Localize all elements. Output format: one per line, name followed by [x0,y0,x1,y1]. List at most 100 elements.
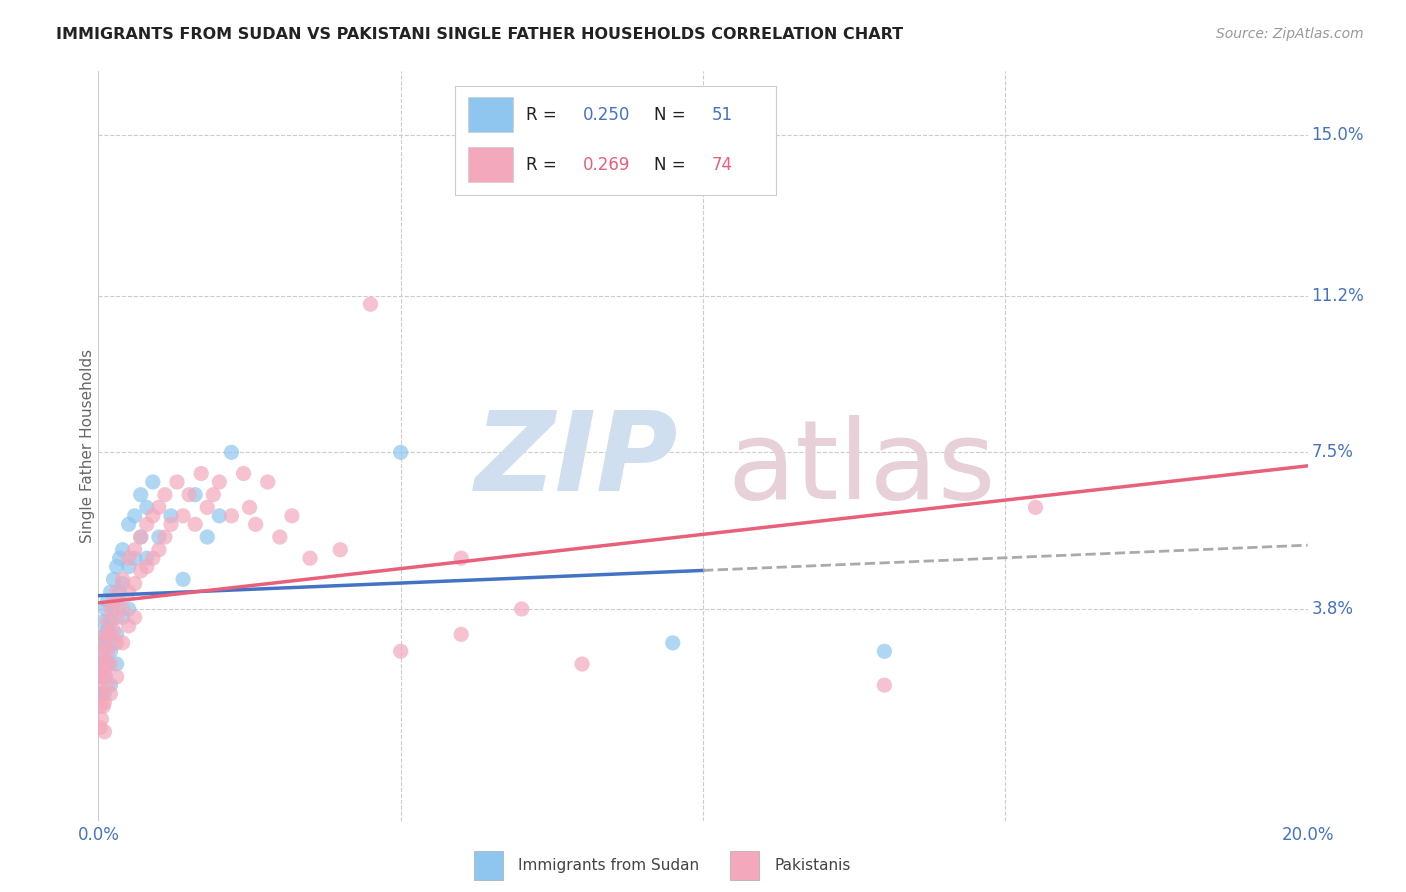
Point [89,687,111,701]
Point [148,500,170,515]
Point [100,615,122,629]
Point [108,551,131,566]
Point [135,500,157,515]
Point [105,627,128,641]
Point [269,530,291,544]
Point [142,508,165,523]
Point [124,551,146,566]
Text: Source: ZipAtlas.com: Source: ZipAtlas.com [1216,27,1364,41]
Point [100,602,122,616]
Point [96,657,118,671]
Text: 15.0%: 15.0% [1312,126,1364,144]
Point [89,670,111,684]
Point [148,530,170,544]
Point [129,488,152,502]
Text: 11.2%: 11.2% [1312,286,1364,305]
Point [135,559,157,574]
Point [100,687,122,701]
Point [103,636,125,650]
Point [105,636,128,650]
Point [96,615,118,629]
Point [111,636,134,650]
Point [93,724,115,739]
Point [661,636,683,650]
Point [89,657,111,671]
Text: 3.8%: 3.8% [1312,600,1353,618]
Point [111,610,134,624]
Point [90,687,112,701]
Point [90,712,112,726]
Point [91,670,114,684]
Point [389,644,412,658]
Point [142,475,165,489]
Point [96,623,118,637]
Point [100,627,122,641]
Point [184,517,207,532]
Bar [730,851,759,880]
Text: atlas: atlas [727,415,995,522]
Point [111,602,134,616]
Bar [474,851,503,880]
Point [96,678,118,692]
Y-axis label: Single Father Households: Single Father Households [80,349,94,543]
Point [89,721,111,735]
Point [166,475,188,489]
Point [124,576,146,591]
Point [208,475,231,489]
Point [245,517,267,532]
Point [329,542,352,557]
Point [90,657,112,671]
Point [221,508,243,523]
Point [91,648,114,663]
Point [93,695,115,709]
Point [111,542,134,557]
Point [94,636,117,650]
Point [105,657,128,671]
Point [94,657,117,671]
Point [111,576,134,591]
Point [108,585,131,599]
Point [96,644,118,658]
Point [873,678,896,692]
Point [118,559,141,574]
Point [100,644,122,658]
Point [94,602,117,616]
Point [281,508,304,523]
Point [103,623,125,637]
Point [118,585,141,599]
Point [221,445,243,459]
Point [195,530,218,544]
Point [93,627,115,641]
Point [172,572,194,586]
Point [118,619,141,633]
Point [118,602,141,616]
Point [94,627,117,641]
Point [93,687,115,701]
Point [190,467,212,481]
Point [94,670,117,684]
Point [93,665,115,680]
Point [124,610,146,624]
Point [103,602,125,616]
Point [111,572,134,586]
Point [89,699,111,714]
Point [208,508,231,523]
Text: Pakistanis: Pakistanis [773,858,851,872]
Point [105,593,128,607]
Point [184,488,207,502]
Point [179,488,201,502]
Point [202,488,225,502]
Point [172,508,194,523]
Point [90,636,112,650]
Point [105,585,128,599]
Point [389,445,412,459]
Point [160,508,183,523]
Point [148,542,170,557]
Point [100,585,122,599]
Text: Immigrants from Sudan: Immigrants from Sudan [517,858,699,872]
Point [118,517,141,532]
Point [105,559,128,574]
Point [103,593,125,607]
Point [93,657,115,671]
Point [91,644,114,658]
